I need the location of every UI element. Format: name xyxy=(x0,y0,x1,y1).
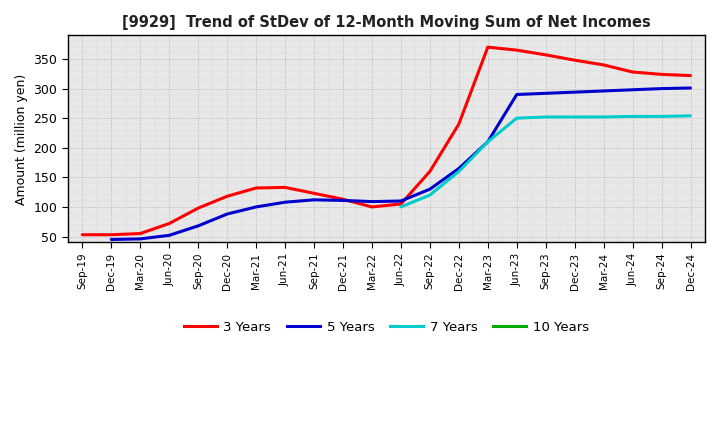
3 Years xyxy=(310,191,318,196)
3 Years xyxy=(338,197,347,202)
7 Years xyxy=(570,114,579,120)
Y-axis label: Amount (million yen): Amount (million yen) xyxy=(15,73,28,205)
3 Years xyxy=(194,205,202,211)
7 Years xyxy=(657,114,666,119)
7 Years xyxy=(426,192,434,198)
5 Years xyxy=(136,236,145,242)
3 Years xyxy=(657,72,666,77)
5 Years xyxy=(483,139,492,144)
5 Years xyxy=(599,88,608,94)
3 Years xyxy=(629,70,637,75)
7 Years xyxy=(599,114,608,120)
3 Years xyxy=(252,185,261,191)
5 Years xyxy=(397,198,405,204)
5 Years xyxy=(252,204,261,209)
5 Years xyxy=(454,166,463,171)
5 Years xyxy=(222,211,231,216)
Line: 5 Years: 5 Years xyxy=(112,88,690,239)
3 Years xyxy=(368,204,377,209)
7 Years xyxy=(629,114,637,119)
5 Years xyxy=(368,199,377,204)
5 Years xyxy=(107,237,116,242)
3 Years xyxy=(454,121,463,127)
5 Years xyxy=(165,233,174,238)
5 Years xyxy=(570,89,579,95)
3 Years xyxy=(426,169,434,174)
3 Years xyxy=(281,185,289,190)
3 Years xyxy=(541,52,550,58)
5 Years xyxy=(541,91,550,96)
3 Years xyxy=(222,194,231,199)
Line: 7 Years: 7 Years xyxy=(401,116,690,207)
3 Years xyxy=(165,221,174,226)
7 Years xyxy=(686,113,695,118)
7 Years xyxy=(483,139,492,144)
Title: [9929]  Trend of StDev of 12-Month Moving Sum of Net Incomes: [9929] Trend of StDev of 12-Month Moving… xyxy=(122,15,651,30)
7 Years xyxy=(397,204,405,209)
Legend: 3 Years, 5 Years, 7 Years, 10 Years: 3 Years, 5 Years, 7 Years, 10 Years xyxy=(179,315,594,339)
5 Years xyxy=(657,86,666,91)
5 Years xyxy=(686,85,695,91)
3 Years xyxy=(513,48,521,53)
7 Years xyxy=(541,114,550,120)
3 Years xyxy=(686,73,695,78)
5 Years xyxy=(281,200,289,205)
3 Years xyxy=(570,58,579,63)
Line: 3 Years: 3 Years xyxy=(82,47,690,235)
3 Years xyxy=(397,202,405,207)
5 Years xyxy=(194,223,202,228)
3 Years xyxy=(483,44,492,50)
3 Years xyxy=(599,62,608,68)
5 Years xyxy=(629,87,637,92)
5 Years xyxy=(338,198,347,203)
3 Years xyxy=(107,232,116,237)
5 Years xyxy=(513,92,521,97)
5 Years xyxy=(310,197,318,202)
7 Years xyxy=(454,169,463,174)
5 Years xyxy=(426,187,434,192)
3 Years xyxy=(136,231,145,236)
3 Years xyxy=(78,232,86,237)
7 Years xyxy=(513,116,521,121)
